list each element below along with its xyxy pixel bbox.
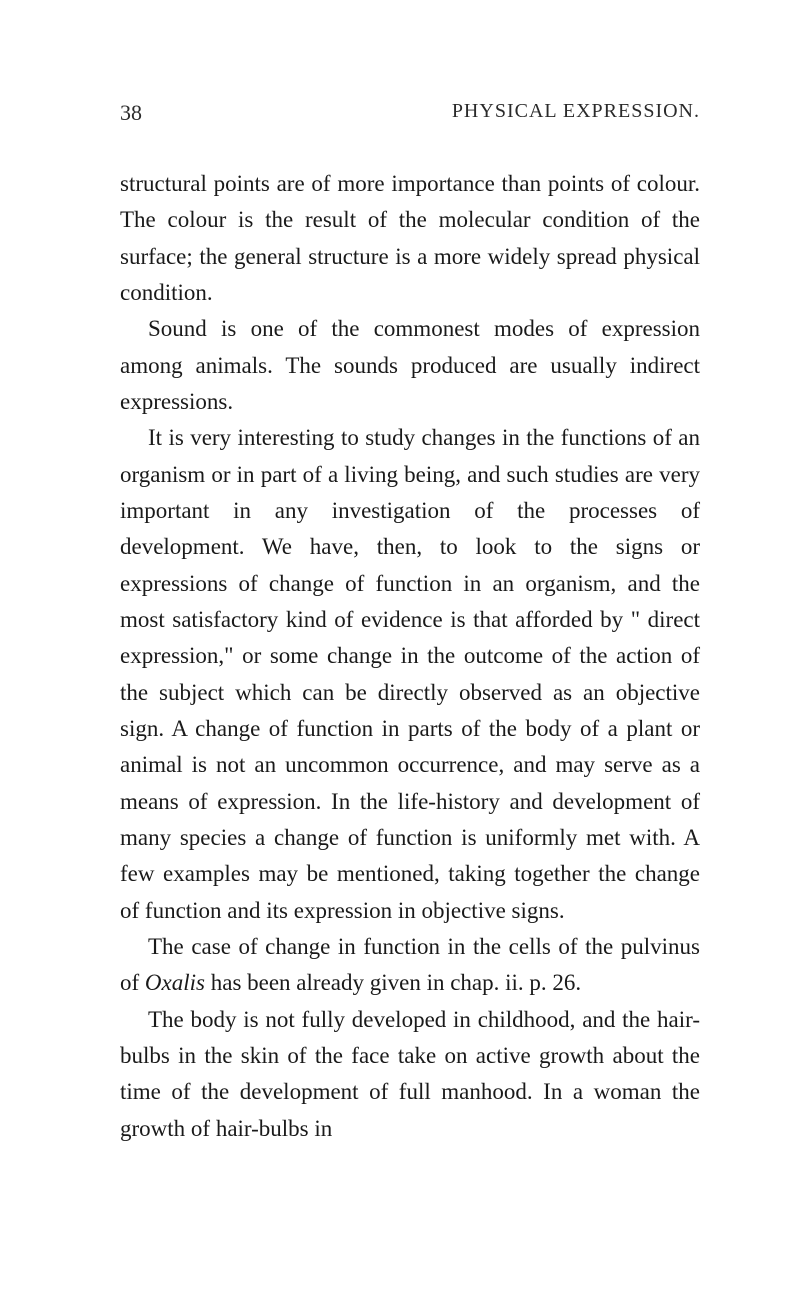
paragraph-4: The case of change in function in the ce…: [120, 929, 700, 1002]
body-text: structural points are of more importance…: [120, 166, 700, 1147]
page-number: 38: [120, 100, 142, 126]
page-header: 38 PHYSICAL EXPRESSION.: [120, 100, 700, 126]
paragraph-1: structural points are of more importance…: [120, 166, 700, 311]
book-page: 38 PHYSICAL EXPRESSION. structural point…: [0, 0, 800, 1227]
italic-oxalis: Oxalis: [145, 970, 205, 995]
paragraph-2: Sound is one of the commonest modes of e…: [120, 311, 700, 420]
para4-after: has been already given in chap. ii. p. 2…: [205, 970, 581, 995]
paragraph-3: It is very interesting to study changes …: [120, 420, 700, 929]
page-title: PHYSICAL EXPRESSION.: [452, 100, 700, 126]
paragraph-5: The body is not fully developed in child…: [120, 1002, 700, 1147]
